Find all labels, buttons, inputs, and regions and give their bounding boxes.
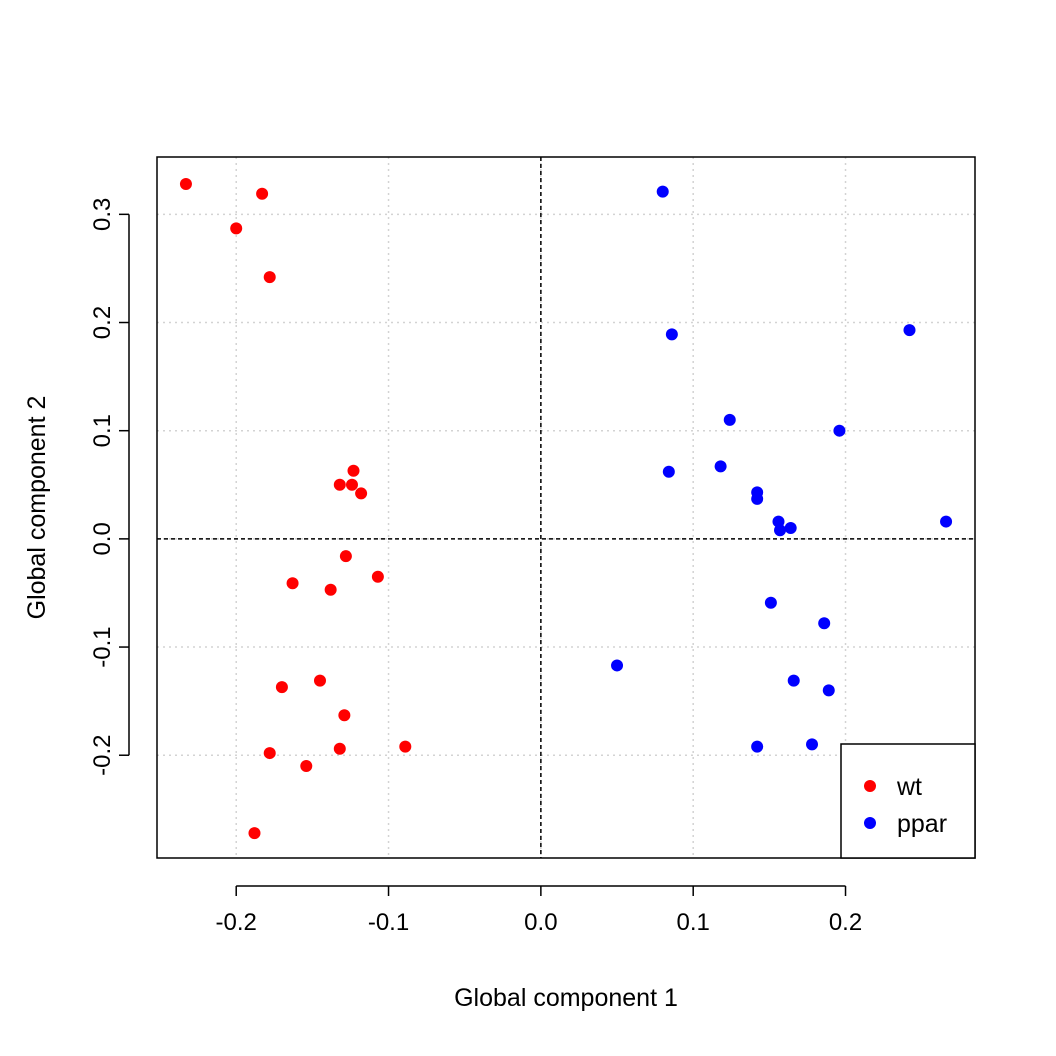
- legend-label-wt: wt: [896, 773, 922, 801]
- data-point-wt: [324, 583, 337, 596]
- x-tick-label: 0.0: [524, 909, 557, 936]
- x-axis-title: Global component 1: [454, 984, 678, 1012]
- x-tick-label: -0.2: [216, 909, 257, 936]
- data-point-ppar: [774, 524, 787, 537]
- y-tick-label: -0.2: [89, 735, 116, 776]
- legend-marker-wt: [864, 780, 876, 792]
- legend: wt ppar: [840, 743, 976, 859]
- y-tick-label: 0.0: [89, 522, 116, 555]
- data-point-wt: [345, 478, 358, 491]
- data-point-ppar: [833, 424, 846, 437]
- data-point-ppar: [818, 617, 831, 630]
- data-point-wt: [399, 740, 412, 753]
- y-axis-title: Global component 2: [23, 396, 51, 620]
- data-point-ppar: [764, 596, 777, 609]
- data-point-wt: [256, 187, 269, 200]
- data-point-wt: [300, 760, 313, 773]
- data-point-wt: [313, 674, 326, 687]
- data-point-ppar: [822, 684, 835, 697]
- data-point-wt: [248, 827, 261, 840]
- data-point-wt: [333, 478, 346, 491]
- data-point-ppar: [665, 328, 678, 341]
- data-point-ppar: [751, 492, 764, 505]
- data-point-ppar: [656, 185, 669, 198]
- data-point-wt: [339, 550, 352, 563]
- data-point-wt: [263, 747, 276, 760]
- data-points: [179, 178, 953, 840]
- data-point-ppar: [751, 740, 764, 753]
- data-point-wt: [263, 271, 276, 284]
- y-tick-label: 0.3: [89, 198, 116, 231]
- x-axis: -0.2 -0.1 0.0 0.1 0.2: [216, 885, 862, 936]
- data-point-ppar: [903, 324, 916, 337]
- data-point-ppar: [940, 515, 953, 528]
- data-point-ppar: [611, 659, 624, 672]
- data-point-ppar: [806, 738, 819, 751]
- data-point-ppar: [723, 413, 736, 426]
- y-tick-label: 0.1: [89, 414, 116, 447]
- x-tick-label: 0.2: [829, 909, 862, 936]
- y-tick-label: 0.2: [89, 306, 116, 339]
- data-point-wt: [230, 222, 243, 235]
- data-point-ppar: [784, 522, 797, 535]
- reference-lines: [157, 157, 975, 858]
- data-point-wt: [338, 709, 351, 722]
- y-tick-label: -0.1: [89, 626, 116, 667]
- data-point-wt: [333, 742, 346, 755]
- data-point-wt: [286, 577, 299, 590]
- x-tick-label: -0.1: [368, 909, 409, 936]
- data-point-wt: [347, 464, 360, 477]
- data-point-ppar: [714, 460, 727, 473]
- data-point-wt: [355, 487, 368, 500]
- legend-box: [840, 743, 976, 859]
- legend-label-ppar: ppar: [897, 810, 947, 838]
- plot-frame: [156, 156, 976, 859]
- x-tick-label: 0.1: [677, 909, 710, 936]
- legend-marker-ppar: [864, 817, 876, 829]
- data-point-wt: [179, 178, 192, 191]
- data-point-wt: [275, 681, 288, 694]
- data-point-wt: [371, 570, 384, 583]
- y-axis: -0.2 -0.1 0.0 0.1 0.2 0.3: [89, 198, 130, 776]
- data-point-ppar: [662, 465, 675, 478]
- data-point-ppar: [787, 674, 800, 687]
